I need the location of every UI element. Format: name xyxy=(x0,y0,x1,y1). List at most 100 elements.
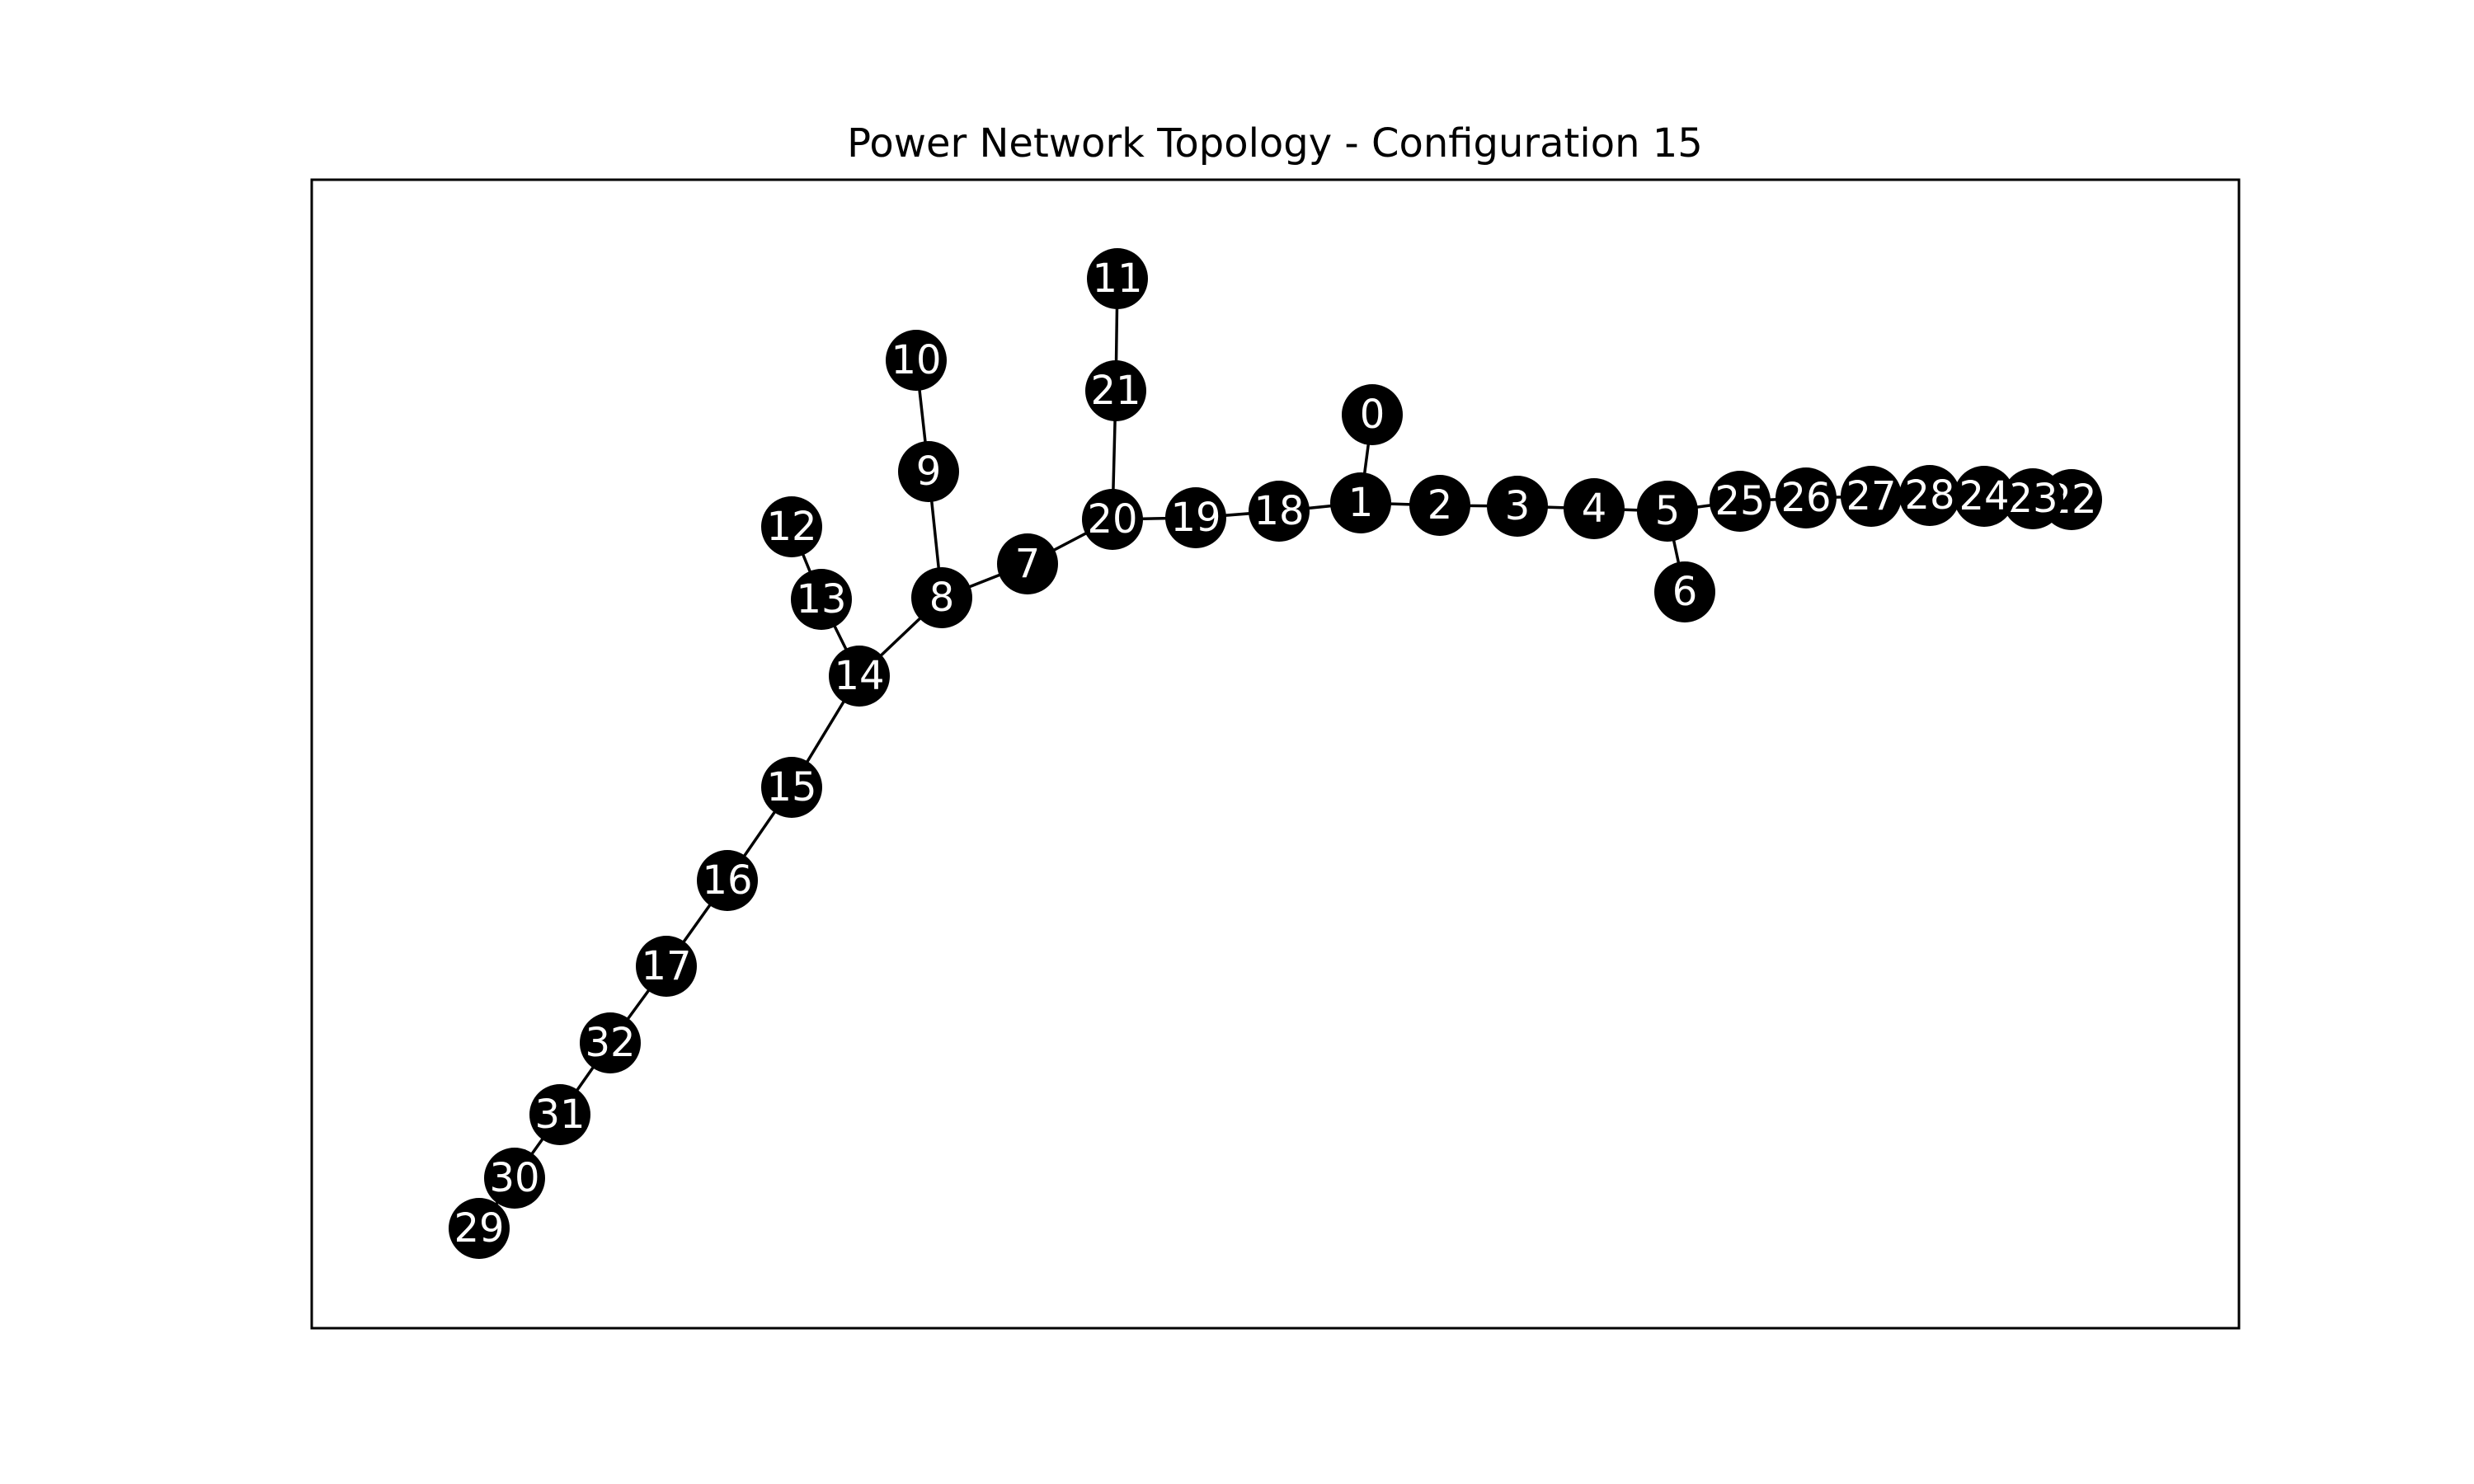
node-circle xyxy=(484,1148,545,1209)
node-circle xyxy=(911,567,972,628)
node-31: 31 xyxy=(529,1084,590,1145)
node-label: 16 xyxy=(702,857,752,904)
node-13: 13 xyxy=(791,569,852,630)
node-label: 18 xyxy=(1253,488,1304,534)
node-circle xyxy=(2002,468,2063,529)
node-label: 2 xyxy=(1427,482,1453,528)
node-circle xyxy=(1564,478,1625,539)
node-label: 24 xyxy=(1959,473,2009,519)
node-6: 6 xyxy=(1654,561,1715,622)
node-circle xyxy=(1899,465,1960,526)
node-0: 0 xyxy=(1342,384,1403,445)
node-8: 8 xyxy=(911,567,972,628)
node-28: 28 xyxy=(1899,465,1960,526)
node-circle xyxy=(1776,467,1837,528)
node-label: 8 xyxy=(929,575,955,621)
node-23: 23 xyxy=(2002,468,2063,529)
node-label: 11 xyxy=(1092,256,1142,302)
node-label: 13 xyxy=(796,576,846,622)
node-20: 20 xyxy=(1082,489,1143,550)
node-21: 21 xyxy=(1085,360,1146,421)
node-circle xyxy=(761,496,822,557)
node-circle xyxy=(1087,248,1148,309)
node-19: 19 xyxy=(1165,487,1226,548)
node-circle xyxy=(1654,561,1715,622)
edges-layer xyxy=(477,278,2072,1230)
node-label: 9 xyxy=(916,448,942,495)
node-circle xyxy=(636,936,697,997)
node-circle xyxy=(1249,481,1310,542)
node-circle xyxy=(1330,472,1391,533)
diagram-title: Power Network Topology - Configuration 1… xyxy=(847,120,1703,167)
node-12: 12 xyxy=(761,496,822,557)
node-label: 17 xyxy=(641,943,691,989)
node-label: 31 xyxy=(534,1092,585,1138)
node-16: 16 xyxy=(697,850,758,911)
node-circle xyxy=(1841,466,1902,527)
node-label: 28 xyxy=(1904,472,1954,519)
node-circle xyxy=(580,1012,641,1073)
node-label: 6 xyxy=(1672,569,1698,615)
node-29: 29 xyxy=(449,1198,510,1259)
node-circle xyxy=(1165,487,1226,548)
node-circle xyxy=(898,441,959,502)
node-label: 14 xyxy=(834,653,884,699)
node-14: 14 xyxy=(829,646,890,707)
node-label: 3 xyxy=(1505,483,1531,529)
node-label: 15 xyxy=(766,764,816,810)
plot-frame xyxy=(310,178,2241,1330)
node-5: 5 xyxy=(1637,481,1698,542)
node-circle xyxy=(829,646,890,707)
node-label: 5 xyxy=(1655,488,1681,534)
node-circle xyxy=(886,330,947,391)
node-circle xyxy=(1085,360,1146,421)
node-17: 17 xyxy=(636,936,697,997)
node-label: 7 xyxy=(1015,541,1041,587)
node-label: 1 xyxy=(1348,480,1374,526)
node-4: 4 xyxy=(1564,478,1625,539)
node-circle xyxy=(1409,475,1470,536)
node-circle xyxy=(1342,384,1403,445)
node-circle xyxy=(1487,476,1548,537)
node-circle xyxy=(449,1198,510,1259)
node-circle xyxy=(529,1084,590,1145)
node-circle xyxy=(761,757,822,818)
nodes-layer: 01 2 3 4 56789101112131415161718192021222324… xyxy=(449,248,2102,1259)
node-1: 1 xyxy=(1330,472,1391,533)
node-15: 15 xyxy=(761,757,822,818)
node-25: 25 xyxy=(1710,471,1771,532)
node-label: 30 xyxy=(489,1155,539,1201)
node-27: 27 xyxy=(1841,466,1902,527)
node-label: 29 xyxy=(454,1205,504,1252)
node-label: 4 xyxy=(1582,486,1607,532)
node-circle xyxy=(997,533,1058,594)
node-label: 25 xyxy=(1714,478,1765,524)
node-label: 23 xyxy=(2007,476,2058,522)
node-32: 32 xyxy=(580,1012,641,1073)
node-30: 30 xyxy=(484,1148,545,1209)
node-circle xyxy=(1637,481,1698,542)
node-10: 10 xyxy=(886,330,947,391)
node-label: 21 xyxy=(1090,368,1141,414)
node-label: 10 xyxy=(891,337,941,383)
node-18: 18 xyxy=(1249,481,1310,542)
node-label: 32 xyxy=(585,1020,635,1066)
node-2: 2 xyxy=(1409,475,1470,536)
node-label: 0 xyxy=(1360,392,1385,438)
node-label: 19 xyxy=(1170,495,1221,541)
node-circle xyxy=(1082,489,1143,550)
node-24: 24 xyxy=(1954,466,2015,527)
node-26: 26 xyxy=(1776,467,1837,528)
node-7: 7 xyxy=(997,533,1058,594)
node-label: 12 xyxy=(766,504,816,550)
node-circle xyxy=(1954,466,2015,527)
node-label: 27 xyxy=(1846,473,1896,519)
node-label: 20 xyxy=(1087,496,1137,542)
node-3: 3 xyxy=(1487,476,1548,537)
node-11: 11 xyxy=(1087,248,1148,309)
node-label: 26 xyxy=(1780,475,1831,521)
node-circle xyxy=(1710,471,1771,532)
node-circle xyxy=(697,850,758,911)
node-circle xyxy=(791,569,852,630)
